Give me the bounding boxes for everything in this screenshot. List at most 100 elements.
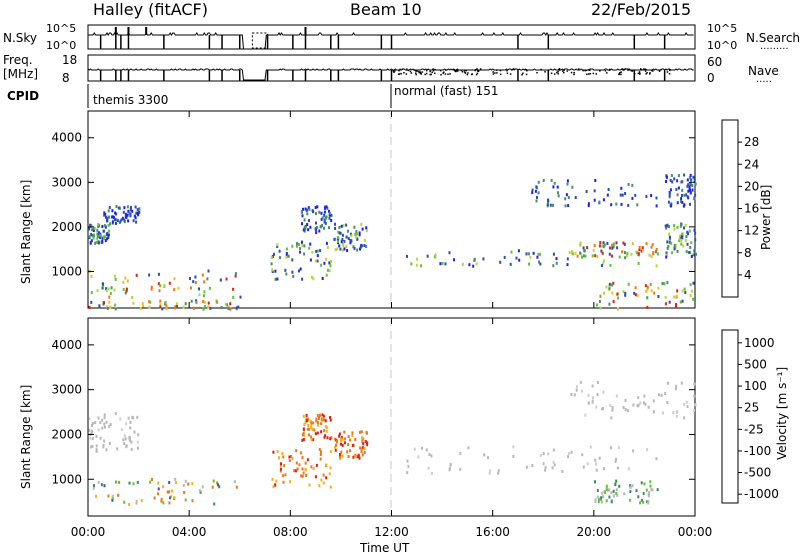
echo-cell <box>670 241 673 245</box>
echo-cell <box>323 226 325 230</box>
echo-cell <box>566 257 569 261</box>
echo-cell <box>330 436 333 440</box>
echo-cell <box>347 237 350 241</box>
echo-cell <box>98 304 101 308</box>
nave-dot <box>431 71 433 74</box>
echo-cell <box>595 462 597 466</box>
echo-cell <box>594 254 597 258</box>
echo-cell <box>106 305 109 309</box>
echo-cell <box>171 489 173 493</box>
echo-cell <box>96 236 99 240</box>
echo-cell <box>676 225 679 229</box>
echo-cell <box>354 233 357 236</box>
echo-cell <box>216 300 219 304</box>
echo-cell <box>225 277 228 281</box>
echo-cell <box>406 471 409 475</box>
echo-cell <box>557 191 559 195</box>
echo-cell <box>627 203 630 207</box>
echo-cell <box>284 473 287 477</box>
y-tick-label: 4000 <box>51 131 82 145</box>
echo-cell <box>678 239 681 243</box>
echo-cell <box>284 268 287 272</box>
echo-cell <box>324 221 327 225</box>
echo-cell <box>658 393 660 397</box>
echo-cell <box>346 249 349 252</box>
echo-cell <box>599 294 602 298</box>
echo-cell <box>611 243 613 247</box>
echo-cell <box>636 251 639 255</box>
echo-cell <box>336 230 339 234</box>
velocity-ylabel: Slant Range [km] <box>19 385 33 489</box>
echo-cell <box>356 237 359 241</box>
echo-cell <box>672 295 675 299</box>
echo-cell <box>92 236 95 240</box>
echo-cell <box>473 257 476 261</box>
echo-cell <box>101 286 104 290</box>
echo-cell <box>334 226 337 230</box>
echo-cell <box>358 233 361 237</box>
echo-cell <box>595 303 598 307</box>
echo-cell <box>103 211 106 215</box>
echo-cell <box>170 495 173 499</box>
echo-cell <box>274 277 277 281</box>
echo-cell <box>594 179 597 182</box>
echo-cell <box>527 252 530 256</box>
nave-dot <box>525 73 528 76</box>
echo-cell <box>683 173 686 177</box>
echo-cell <box>285 272 288 276</box>
echo-cell <box>363 451 366 454</box>
echo-cell <box>279 469 282 473</box>
nave-dot <box>624 68 627 70</box>
echo-cell <box>107 209 110 213</box>
echo-cell <box>366 443 369 447</box>
echo-cell <box>684 291 687 294</box>
echo-cell <box>208 286 211 290</box>
nave-dot <box>401 68 404 70</box>
echo-cell <box>690 289 693 293</box>
echo-cell <box>596 489 599 492</box>
echo-cell <box>304 226 307 230</box>
echo-cell <box>608 302 611 306</box>
echo-cell <box>229 307 232 311</box>
nave-dot <box>640 68 642 70</box>
echo-cell <box>687 183 690 187</box>
echo-cell <box>338 432 341 436</box>
echo-cell <box>634 286 637 290</box>
echo-cell <box>201 485 204 489</box>
echo-cell <box>681 299 684 303</box>
echo-cell <box>337 236 340 240</box>
echo-cell <box>604 491 606 495</box>
echo-cell <box>295 461 298 465</box>
echo-cell <box>316 423 319 427</box>
echo-cell <box>131 296 134 299</box>
echo-cell <box>333 238 336 241</box>
nave-dot <box>563 71 565 74</box>
colorbar-tick-label: -500 <box>744 466 771 480</box>
nave-dot <box>584 69 586 72</box>
nave-dot <box>605 72 608 74</box>
echo-cell <box>693 382 696 386</box>
echo-cell <box>635 489 638 493</box>
echo-cell <box>318 229 321 233</box>
echo-cell <box>571 252 574 256</box>
echo-cell <box>136 208 139 212</box>
echo-cell <box>316 259 319 263</box>
echo-cell <box>615 488 618 492</box>
echo-cell <box>328 226 330 230</box>
echo-cell <box>650 289 653 293</box>
echo-cell <box>320 263 323 267</box>
echo-cell <box>272 485 275 489</box>
nave-dot <box>418 71 421 74</box>
echo-cell <box>94 241 97 245</box>
echo-cell <box>149 300 152 304</box>
nave-dot <box>415 72 417 74</box>
echo-cell <box>306 223 309 226</box>
echo-cell <box>583 249 586 253</box>
echo-cell <box>304 207 307 211</box>
echo-cell <box>118 480 121 484</box>
echo-cell <box>363 244 366 247</box>
nave-dot <box>410 72 413 74</box>
echo-cell <box>102 235 105 239</box>
echo-cell <box>313 428 316 432</box>
echo-cell <box>650 255 653 259</box>
